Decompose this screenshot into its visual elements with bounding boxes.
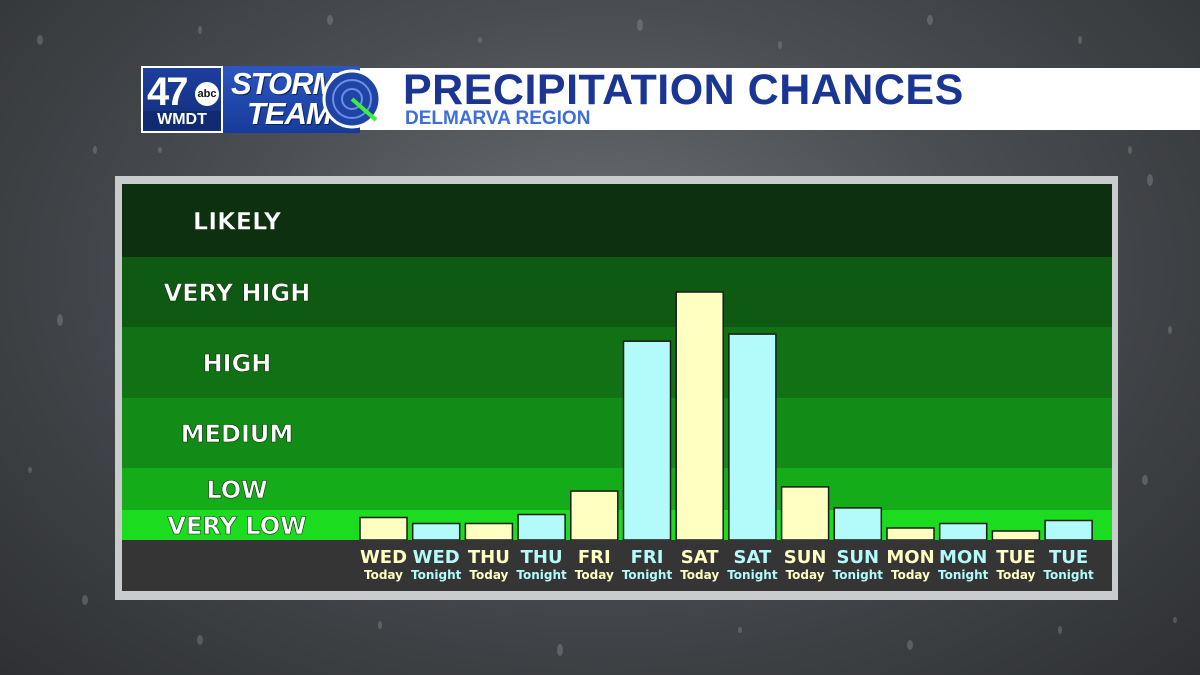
level-band-very-high <box>122 257 1112 327</box>
bar-mon-tonight <box>938 522 988 541</box>
x-tick-period: Tonight <box>411 568 462 582</box>
bar-fri-today <box>570 490 619 541</box>
x-tick-period: Tonight <box>516 568 567 582</box>
y-level-label: LOW <box>206 476 267 504</box>
bar-thu-today <box>464 522 514 541</box>
brand-line-1: STORM <box>231 66 338 101</box>
logo-network: abc <box>195 82 219 106</box>
x-tick-day: FRI <box>631 547 664 568</box>
x-tick-period: Today <box>364 568 403 582</box>
bar-fri-tonight <box>622 340 672 541</box>
x-tick-period: Tonight <box>1043 568 1094 582</box>
x-tick-period: Today <box>575 568 614 582</box>
x-tick-day: MON <box>886 547 934 568</box>
bar-sat-tonight <box>728 333 777 541</box>
bar-mon-today <box>886 527 935 541</box>
bar-sat-today <box>675 291 724 541</box>
x-tick-day: FRI <box>578 547 611 568</box>
x-tick-period: Today <box>891 568 930 582</box>
x-tick-day: THU <box>521 547 563 568</box>
x-tick-period: Today <box>469 568 508 582</box>
page-subtitle: DELMARVA REGION <box>405 108 591 129</box>
label-strip <box>122 540 1112 591</box>
x-tick-period: Tonight <box>622 568 673 582</box>
x-tick-period: Today <box>680 568 719 582</box>
y-level-label: LIKELY <box>193 208 282 236</box>
logo-number: 47 <box>147 70 188 114</box>
radar-icon <box>322 69 382 129</box>
brand-line-2: TEAM <box>247 96 332 131</box>
x-tick-day: TUE <box>996 547 1035 568</box>
x-tick-day: MON <box>939 547 987 568</box>
bar-wed-today <box>359 516 408 541</box>
x-tick-period: Today <box>786 568 825 582</box>
bar-tue-tonight <box>1044 519 1093 541</box>
page-title: PRECIPITATION CHANCES <box>403 66 964 114</box>
station-logo: 47 abc WMDT <box>141 66 223 133</box>
x-tick-period: Tonight <box>833 568 884 582</box>
bar-wed-tonight <box>411 522 461 541</box>
x-tick-day: TUE <box>1049 547 1088 568</box>
level-band-high <box>122 327 1112 398</box>
x-tick-period: Tonight <box>938 568 989 582</box>
level-band-likely <box>122 184 1112 257</box>
header-bar <box>360 68 1200 130</box>
bar-sun-tonight <box>833 507 883 541</box>
x-tick-day: THU <box>468 547 510 568</box>
x-tick-day: SAT <box>681 547 719 568</box>
bar-tue-today <box>991 530 1041 541</box>
bar-sun-today <box>780 486 830 541</box>
x-tick-day: SUN <box>836 547 879 568</box>
x-tick-period: Tonight <box>727 568 778 582</box>
y-level-label: HIGH <box>203 350 272 378</box>
y-level-label: VERY LOW <box>167 512 306 540</box>
level-band-medium <box>122 398 1112 468</box>
logo-callsign: WMDT <box>143 111 221 129</box>
x-tick-period: Today <box>996 568 1035 582</box>
y-level-label: VERY HIGH <box>164 279 311 307</box>
x-tick-day: SUN <box>784 547 827 568</box>
bar-thu-tonight <box>517 513 566 541</box>
x-tick-day: WED <box>360 547 407 568</box>
x-tick-day: SAT <box>734 547 772 568</box>
y-level-label: MEDIUM <box>181 420 294 448</box>
x-tick-day: WED <box>413 547 460 568</box>
